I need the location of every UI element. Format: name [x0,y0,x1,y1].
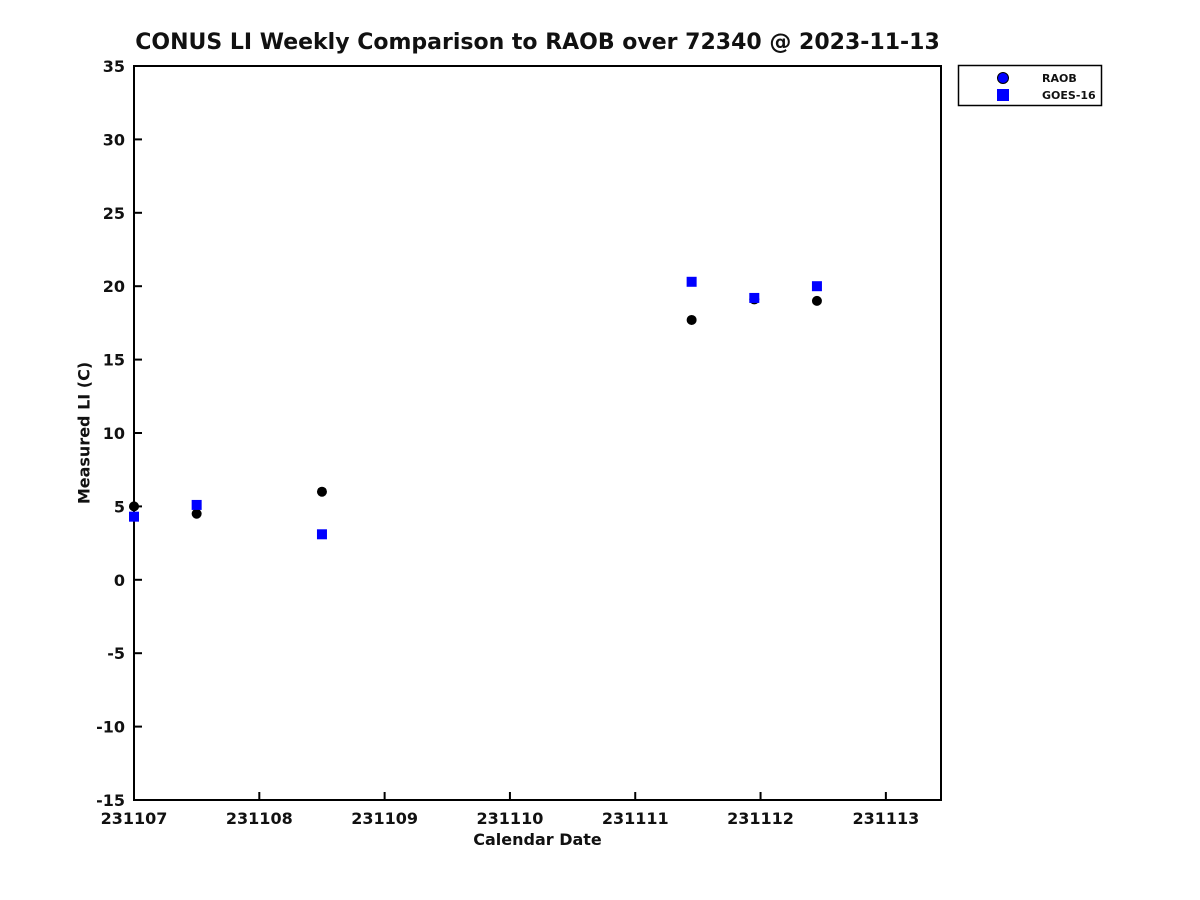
x-tick-label: 231113 [852,809,919,828]
raob-point [686,314,697,325]
y-tick-label: 15 [103,351,125,370]
goes-16-point [749,292,760,303]
x-tick-label: 231111 [602,809,669,828]
goes-16-point [811,281,822,292]
chart-title: CONUS LI Weekly Comparison to RAOB over … [135,30,940,55]
x-axis-label: Calendar Date [473,830,602,849]
y-tick-label: 35 [103,57,125,76]
goes-16-point [191,499,202,510]
raob-point [191,508,202,519]
x-tick-label: 231112 [727,809,794,828]
legend-marker-goes-16 [997,89,1009,101]
legend-label-raob: RAOB [1042,72,1077,85]
x-tick-label: 231109 [351,809,418,828]
y-tick-label: 30 [103,130,125,149]
y-tick-label: 10 [103,424,125,443]
y-tick-label: -10 [96,718,125,737]
goes-16-point [129,511,139,522]
legend-marker-raob [997,72,1009,84]
plot-box [133,65,942,801]
legend-box [957,64,1103,107]
goes-16-point [316,529,327,540]
x-tick-label: 231110 [477,809,544,828]
y-tick-label: 0 [114,571,125,590]
x-tick-label: 231108 [226,809,293,828]
y-tick-label: 5 [114,497,125,516]
legend-label-goes-16: GOES-16 [1042,89,1096,102]
goes-16-point [686,276,697,287]
y-tick-label: 20 [103,277,125,296]
x-tick-label: 231107 [101,809,168,828]
y-tick-label: 25 [103,204,125,223]
y-tick-label: -15 [96,791,125,810]
raob-point [811,295,822,306]
raob-point [129,501,139,512]
raob-point [316,486,327,497]
y-tick-label: -5 [107,644,125,663]
